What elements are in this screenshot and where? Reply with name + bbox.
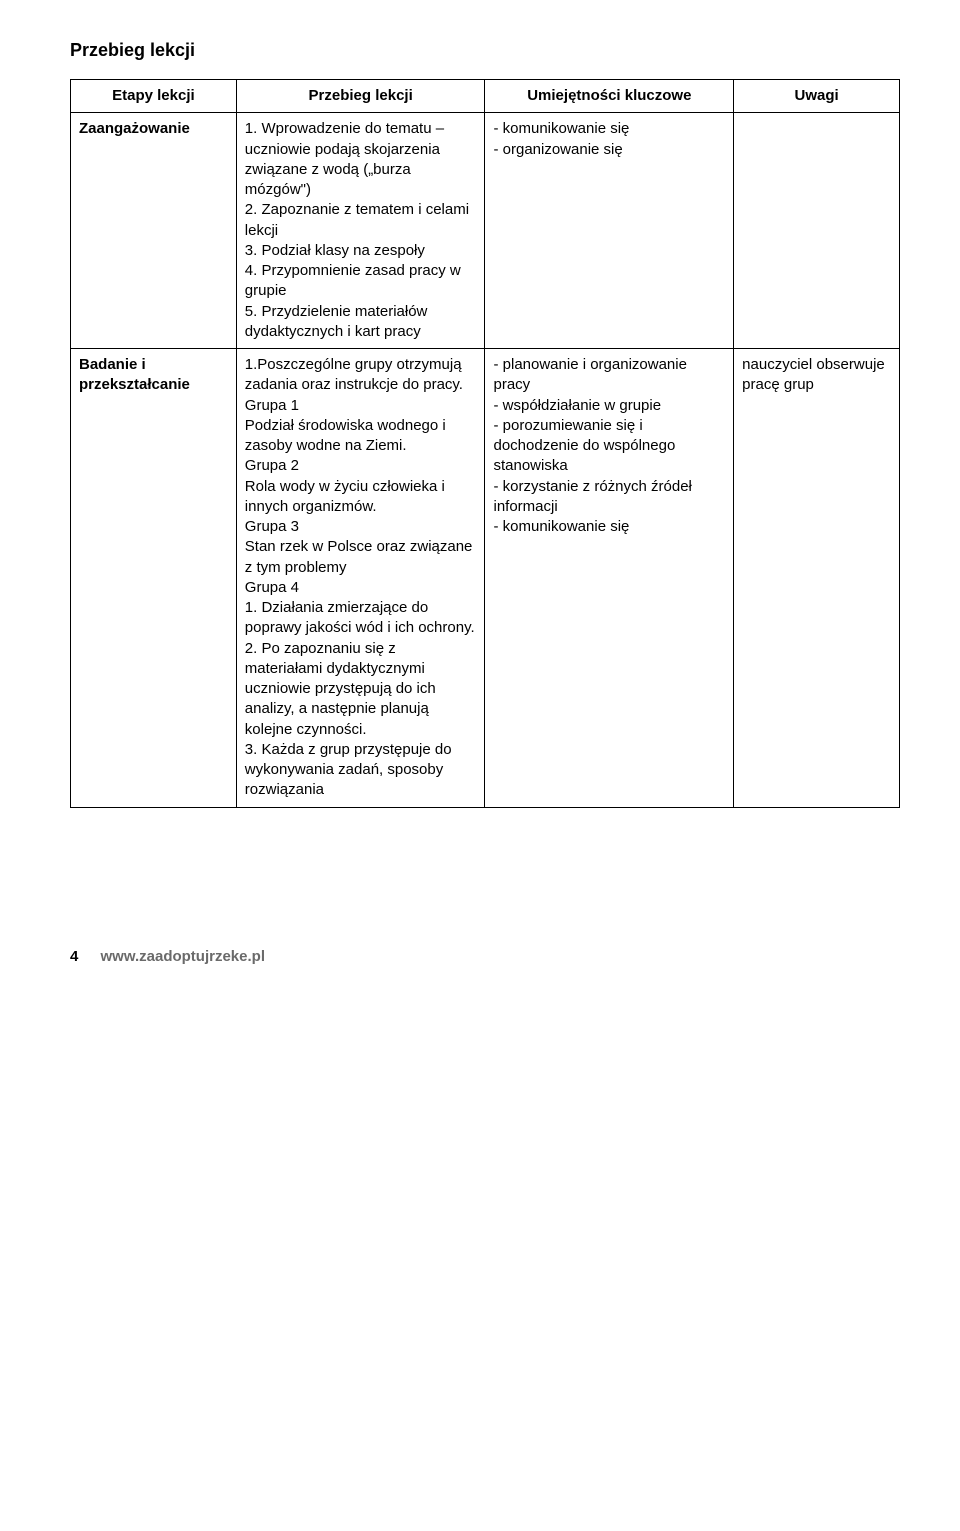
uwagi-cell	[734, 113, 900, 349]
table-row: Badanie i przekształcanie 1.Poszczególne…	[71, 349, 900, 808]
umiejetnosci-cell: - planowanie i organizowanie pracy - wsp…	[485, 349, 734, 808]
table-row: Zaangażowanie 1. Wprowadzenie do tematu …	[71, 113, 900, 349]
footer-url: www.zaadoptujrzeke.pl	[101, 948, 265, 965]
header-umiejetnosci: Umiejętności kluczowe	[485, 80, 734, 113]
header-etapy: Etapy lekcji	[71, 80, 237, 113]
umiejetnosci-cell: - komunikowanie się - organizowanie się	[485, 113, 734, 349]
przebieg-cell: 1.Poszczególne grupy otrzymują zadania o…	[236, 349, 485, 808]
stage-cell: Zaangażowanie	[71, 113, 237, 349]
page-number: 4	[70, 948, 78, 965]
lesson-table: Etapy lekcji Przebieg lekcji Umiejętnośc…	[70, 79, 900, 808]
stage-cell: Badanie i przekształcanie	[71, 349, 237, 808]
uwagi-cell: nauczyciel obserwuje pracę grup	[734, 349, 900, 808]
section-title: Przebieg lekcji	[70, 40, 900, 61]
przebieg-cell: 1. Wprowadzenie do tematu – uczniowie po…	[236, 113, 485, 349]
table-header-row: Etapy lekcji Przebieg lekcji Umiejętnośc…	[71, 80, 900, 113]
header-przebieg: Przebieg lekcji	[236, 80, 485, 113]
header-uwagi: Uwagi	[734, 80, 900, 113]
page-footer: 4 www.zaadoptujrzeke.pl	[70, 948, 900, 965]
